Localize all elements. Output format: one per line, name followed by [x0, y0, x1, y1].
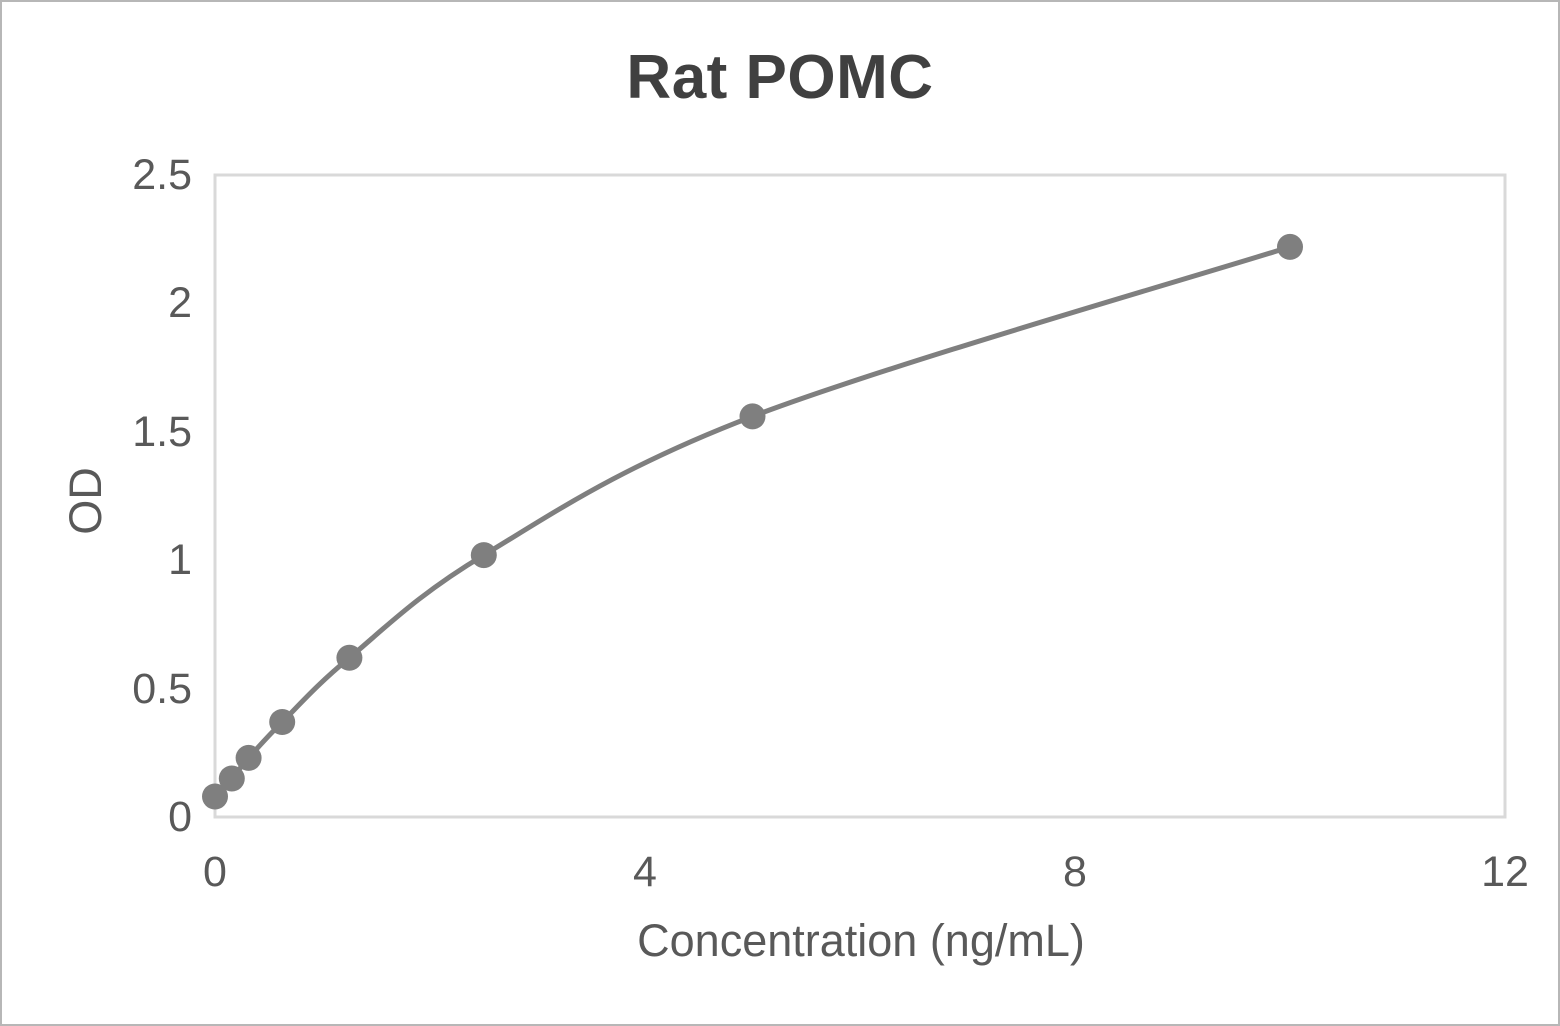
x-axis-title: Concentration (ng/mL): [637, 915, 1085, 966]
x-tick-label: 0: [203, 848, 227, 896]
x-tick-label: 8: [1063, 848, 1087, 896]
data-point-marker: [269, 709, 296, 735]
y-tick-label: 0: [168, 793, 192, 841]
data-point-marker: [202, 783, 228, 810]
chart-title: Rat POMC: [626, 43, 934, 112]
data-point-marker: [739, 403, 766, 430]
plot-border: [213, 173, 1507, 819]
standard-curve-line: [212, 244, 1293, 799]
y-tick-label: 2: [168, 279, 192, 328]
data-point-marker: [235, 744, 262, 771]
y-tick-label: 0.5: [132, 664, 192, 713]
data-point-marker: [470, 542, 497, 569]
y-tick-label: 1.5: [132, 407, 192, 456]
data-point-marker: [218, 765, 245, 792]
x-tick-label: 12: [1481, 848, 1529, 896]
y-tick-label: 2.5: [132, 151, 192, 199]
data-point-marker: [1277, 233, 1303, 260]
data-point-marker: [336, 644, 363, 671]
y-tick-label: 1: [168, 536, 192, 585]
x-tick-label: 4: [633, 848, 657, 896]
